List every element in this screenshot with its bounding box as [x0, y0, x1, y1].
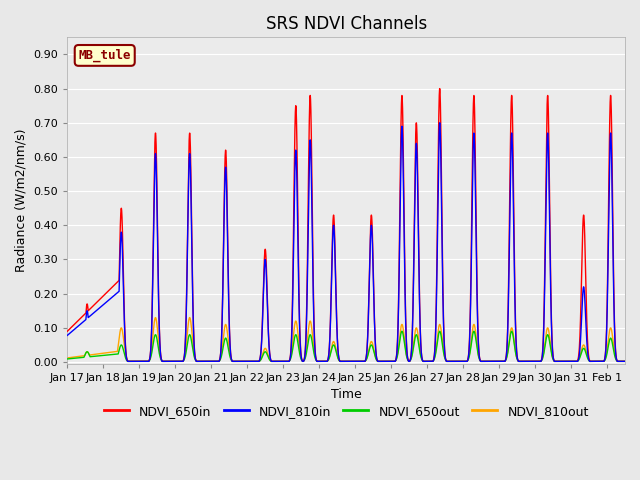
Legend: NDVI_650in, NDVI_810in, NDVI_650out, NDVI_810out: NDVI_650in, NDVI_810in, NDVI_650out, NDV… — [99, 400, 594, 423]
NDVI_810out — [276, 359, 284, 364]
NDVI_810out — [426, 359, 434, 364]
NDVI_810out — [125, 359, 132, 364]
Line: NDVI_810out: NDVI_810out — [67, 318, 625, 361]
NDVI_810out — [621, 359, 629, 364]
Line: NDVI_810in: NDVI_810in — [67, 123, 625, 361]
NDVI_650out — [480, 359, 488, 364]
NDVI_650in — [426, 359, 434, 364]
NDVI_810in — [522, 359, 530, 364]
Line: NDVI_650in: NDVI_650in — [67, 89, 625, 361]
NDVI_650in — [436, 86, 444, 92]
Text: MB_tule: MB_tule — [79, 49, 131, 62]
NDVI_810out — [480, 359, 488, 364]
NDVI_650in — [398, 93, 406, 98]
NDVI_650in — [276, 359, 284, 364]
NDVI_650in — [63, 328, 71, 334]
NDVI_650out — [124, 359, 132, 364]
NDVI_810out — [165, 359, 173, 364]
Line: NDVI_650out: NDVI_650out — [67, 331, 625, 361]
NDVI_810in — [480, 359, 488, 364]
NDVI_810in — [436, 120, 444, 126]
NDVI_810in — [124, 359, 132, 364]
NDVI_810out — [398, 322, 406, 327]
NDVI_650in — [480, 359, 488, 364]
NDVI_650out — [522, 359, 530, 364]
NDVI_810in — [165, 359, 173, 364]
NDVI_810out — [522, 359, 530, 364]
NDVI_650out — [436, 328, 444, 334]
NDVI_810in — [426, 359, 434, 364]
Y-axis label: Radiance (W/m2/nm/s): Radiance (W/m2/nm/s) — [15, 129, 28, 272]
NDVI_810in — [276, 359, 284, 364]
NDVI_810out — [63, 355, 71, 361]
NDVI_650in — [124, 359, 132, 364]
NDVI_650in — [522, 359, 530, 364]
NDVI_810in — [621, 359, 629, 364]
NDVI_650out — [426, 359, 434, 364]
NDVI_650out — [398, 328, 406, 334]
NDVI_810in — [63, 333, 71, 338]
NDVI_650out — [276, 359, 284, 364]
NDVI_650in — [621, 359, 629, 364]
Title: SRS NDVI Channels: SRS NDVI Channels — [266, 15, 427, 33]
NDVI_650out — [621, 359, 629, 364]
NDVI_810in — [398, 123, 406, 129]
NDVI_650out — [165, 359, 173, 364]
X-axis label: Time: Time — [331, 388, 362, 401]
NDVI_810out — [152, 315, 159, 321]
NDVI_650out — [63, 356, 71, 362]
NDVI_650in — [165, 359, 173, 364]
